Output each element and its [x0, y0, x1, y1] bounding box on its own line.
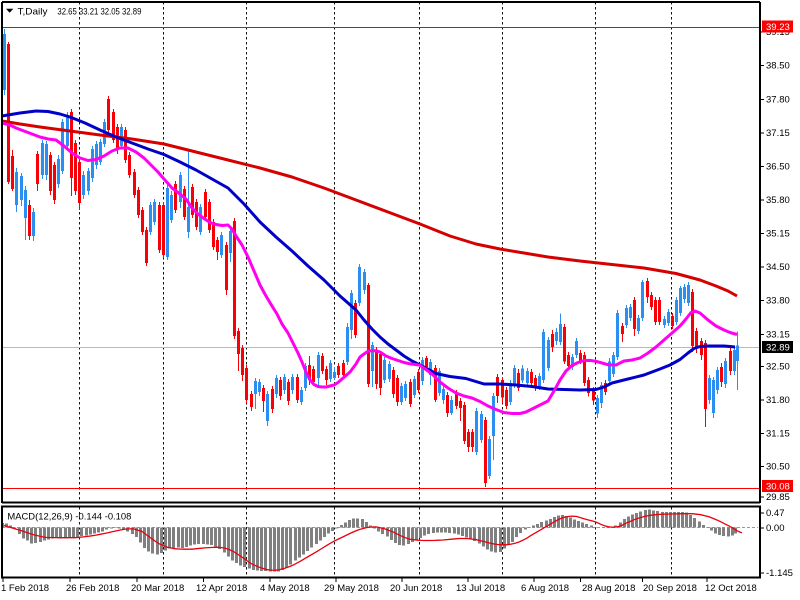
svg-text:37.15: 37.15 [766, 128, 790, 139]
svg-text:28 Aug 2018: 28 Aug 2018 [582, 583, 635, 594]
svg-text:31.80: 31.80 [766, 395, 790, 406]
svg-text:38.50: 38.50 [766, 60, 790, 71]
svg-text:12 Apr 2018: 12 Apr 2018 [196, 583, 247, 594]
svg-text:30.08: 30.08 [766, 481, 790, 492]
svg-text:-1.145: -1.145 [766, 568, 793, 579]
svg-text:MACD(12,26,9) -0.144 -0.108: MACD(12,26,9) -0.144 -0.108 [7, 511, 131, 522]
svg-text:20 Sep 2018: 20 Sep 2018 [643, 583, 697, 594]
svg-text:0.00: 0.00 [766, 523, 785, 534]
svg-text:T,Daily: T,Daily [18, 6, 48, 17]
svg-text:20 Mar 2018: 20 Mar 2018 [131, 583, 184, 594]
svg-text:32.50: 32.50 [766, 361, 790, 372]
svg-text:12 Oct 2018: 12 Oct 2018 [705, 583, 757, 594]
svg-text:13 Jul 2018: 13 Jul 2018 [456, 583, 505, 594]
svg-text:30.50: 30.50 [766, 461, 790, 472]
svg-text:31.15: 31.15 [766, 428, 790, 439]
svg-text:35.15: 35.15 [766, 228, 790, 239]
svg-text:34.50: 34.50 [766, 262, 790, 273]
svg-text:29 May 2018: 29 May 2018 [324, 583, 379, 594]
svg-text:33.80: 33.80 [766, 295, 790, 306]
svg-text:32.65 33.21 32.05 32.89: 32.65 33.21 32.05 32.89 [57, 6, 141, 17]
svg-text:37.80: 37.80 [766, 94, 790, 105]
svg-text:39.23: 39.23 [766, 22, 790, 33]
svg-text:4 May 2018: 4 May 2018 [260, 583, 310, 594]
svg-text:33.15: 33.15 [766, 329, 790, 340]
svg-text:20 Jun 2018: 20 Jun 2018 [390, 583, 442, 594]
svg-text:36.50: 36.50 [766, 161, 790, 172]
svg-text:26 Feb 2018: 26 Feb 2018 [66, 583, 119, 594]
svg-text:29.85: 29.85 [766, 492, 790, 503]
svg-text:35.80: 35.80 [766, 195, 790, 206]
svg-text:1 Feb 2018: 1 Feb 2018 [1, 583, 49, 594]
svg-text:6 Aug 2018: 6 Aug 2018 [521, 583, 569, 594]
svg-text:32.89: 32.89 [766, 342, 790, 353]
svg-text:0.47: 0.47 [766, 508, 785, 519]
